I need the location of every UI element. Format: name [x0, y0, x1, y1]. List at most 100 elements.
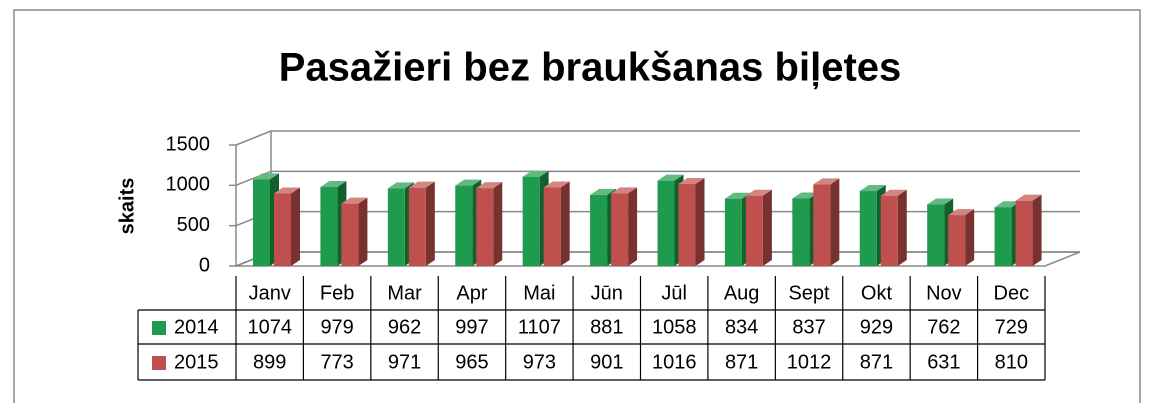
bar — [880, 189, 907, 266]
table-value: 729 — [995, 316, 1028, 338]
bar-side — [965, 209, 975, 266]
bar-front — [590, 194, 608, 266]
bar-top — [455, 179, 482, 186]
bar-top — [408, 181, 435, 188]
bar-side — [493, 182, 503, 266]
x-tick-label: Sept — [788, 282, 830, 304]
bar-top — [341, 197, 368, 204]
table-value: 881 — [590, 316, 623, 338]
table-value: 871 — [725, 351, 758, 373]
bar — [611, 187, 638, 266]
bar-top — [678, 178, 705, 185]
bar-front — [543, 187, 561, 266]
x-tick-label: Aug — [724, 282, 760, 304]
bar-top — [880, 189, 907, 196]
bar-front — [611, 193, 629, 266]
bar-top — [522, 170, 549, 177]
x-tick-label: Okt — [861, 282, 893, 304]
bar-side — [695, 178, 705, 266]
bar — [408, 181, 435, 266]
grid-line — [235, 130, 272, 146]
bar-top — [476, 182, 503, 189]
table-value: 971 — [388, 351, 421, 373]
bar — [745, 189, 772, 266]
bar — [543, 181, 570, 266]
table-value: 899 — [253, 351, 286, 373]
table-value: 997 — [455, 316, 488, 338]
bar-top — [590, 188, 617, 195]
bar-front — [792, 198, 810, 266]
bar-front — [387, 188, 405, 266]
bar-top — [724, 192, 751, 199]
table-value: 834 — [725, 316, 758, 338]
chart-title: Pasažieri bez braukšanas biļetes — [279, 46, 902, 90]
table-value: 962 — [388, 316, 421, 338]
bar — [678, 178, 705, 266]
bar-front — [657, 180, 675, 266]
bar-front — [320, 187, 338, 266]
bar-front — [724, 198, 742, 266]
bar-front — [476, 188, 494, 266]
bar-top — [611, 187, 638, 194]
bar-front — [813, 184, 831, 266]
bar-front — [859, 191, 877, 266]
table-value: 1058 — [652, 316, 697, 338]
bar-side — [291, 187, 300, 266]
bar-top — [274, 187, 300, 194]
bar-top — [387, 182, 414, 189]
table-value: 871 — [860, 351, 893, 373]
table-value: 773 — [320, 351, 353, 373]
x-tick-label: Feb — [320, 282, 354, 304]
x-tick-label: Mai — [523, 282, 555, 304]
bar-front — [948, 215, 966, 266]
table-value: 929 — [860, 316, 893, 338]
x-tick-label: Nov — [926, 282, 962, 304]
x-tick-label: Janv — [249, 282, 291, 304]
bar-top — [543, 181, 570, 188]
table-value: 979 — [320, 316, 353, 338]
bar-top — [813, 178, 840, 185]
y-axis-label: skaits — [116, 178, 138, 235]
bar — [1015, 194, 1042, 266]
bar-top — [320, 181, 347, 188]
legend-swatch — [152, 356, 166, 370]
bar — [274, 187, 300, 266]
bar-side — [358, 197, 368, 266]
x-tick-label: Apr — [456, 282, 487, 304]
bar-top — [745, 189, 772, 196]
x-tick-label: Jūl — [661, 282, 687, 304]
bar — [813, 178, 840, 266]
table-value: 901 — [590, 351, 623, 373]
table-value: 973 — [523, 351, 556, 373]
bar-side — [628, 187, 638, 266]
bar-front — [408, 187, 426, 266]
x-tick-label: Jūn — [591, 282, 623, 304]
y-tick-label: 1500 — [166, 133, 211, 155]
bar-side — [897, 189, 907, 266]
bar-front — [522, 176, 540, 266]
bar-side — [425, 181, 435, 266]
table-value: 1074 — [247, 316, 292, 338]
bar-side — [762, 189, 772, 266]
x-tick-label: Dec — [994, 282, 1030, 304]
y-tick-label: 0 — [199, 254, 210, 276]
bar-top — [927, 198, 954, 205]
legend-swatch — [152, 321, 166, 335]
table-value: 1107 — [518, 316, 561, 338]
bar-side — [830, 178, 840, 266]
table-value: 1016 — [652, 351, 697, 373]
y-tick-label: 500 — [177, 214, 210, 236]
y-tick-label: 1000 — [166, 174, 211, 196]
bar-top — [994, 201, 1021, 208]
bar-top — [859, 185, 886, 192]
bar-front — [745, 195, 763, 266]
table-value: 762 — [927, 316, 960, 338]
table-value: 631 — [927, 351, 960, 373]
bar-top — [1015, 194, 1042, 201]
table-value: 965 — [455, 351, 488, 373]
bar-front — [994, 207, 1012, 266]
legend-label: 2014 — [174, 316, 219, 338]
bar-front — [678, 184, 696, 266]
